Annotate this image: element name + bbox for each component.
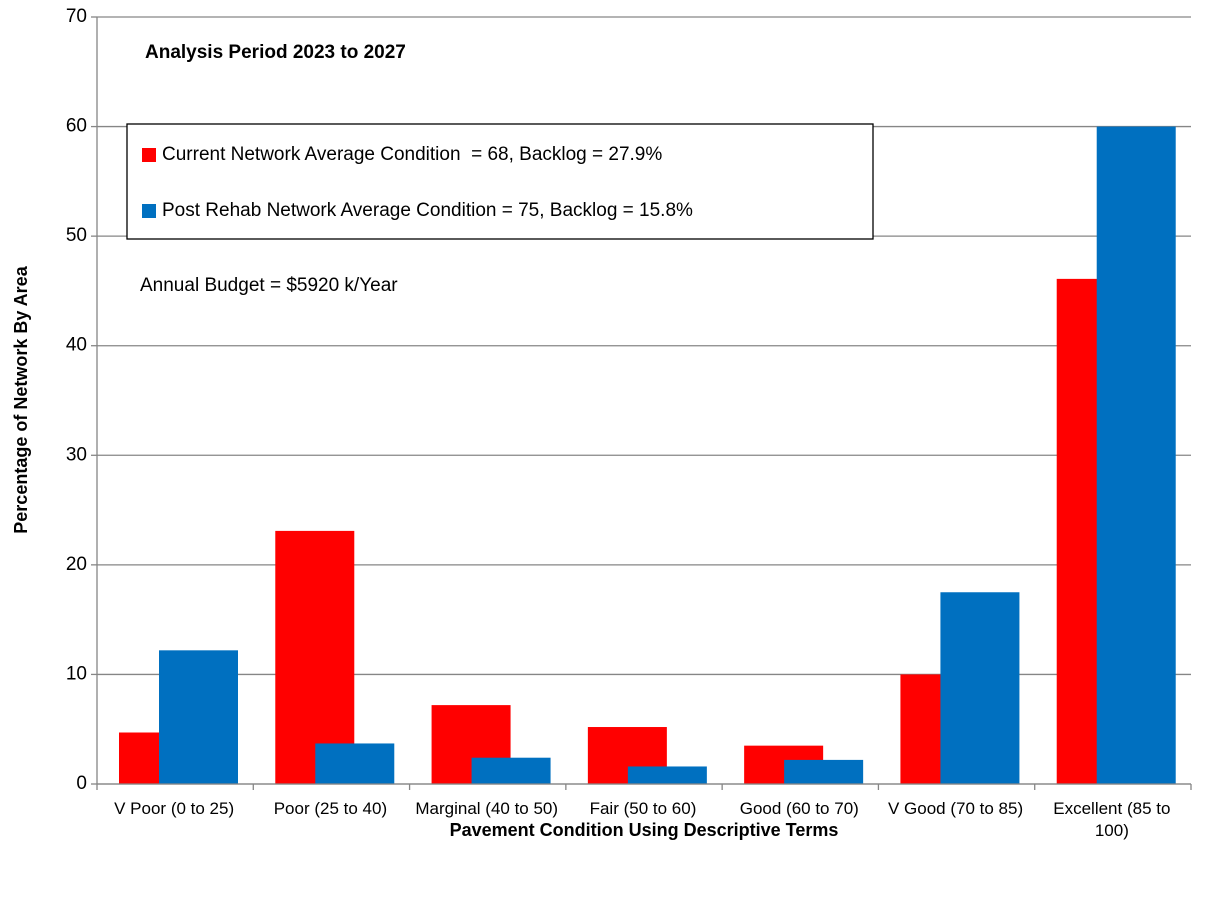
bar	[275, 530, 355, 784]
bar	[159, 650, 238, 784]
legend-swatch	[142, 148, 156, 162]
legend-swatch	[142, 204, 156, 218]
x-tick-label: V Poor (0 to 25)	[114, 799, 235, 818]
chart-title: Analysis Period 2023 to 2027	[145, 42, 406, 63]
legend-label: Current Network Average Condition = 68, …	[162, 144, 662, 165]
y-tick-label: 50	[66, 225, 87, 246]
bar	[940, 592, 1020, 784]
x-tick-label: Good (60 to 70)	[739, 799, 859, 818]
x-tick-label: V Good (70 to 85)	[887, 799, 1024, 818]
y-tick-label: 40	[66, 335, 87, 356]
legend-label: Post Rehab Network Average Condition = 7…	[162, 200, 693, 221]
x-tick-label: Excellent (85 to 100)	[1053, 799, 1171, 840]
bar	[627, 766, 707, 784]
x-tick-label: Marginal (40 to 50)	[415, 799, 559, 818]
y-tick-label: 30	[66, 444, 87, 465]
y-tick-label: 0	[76, 773, 87, 794]
bar	[315, 743, 395, 784]
legend: Current Network Average Condition = 68, …	[126, 123, 874, 240]
y-tick-label: 20	[66, 554, 87, 575]
bar	[471, 757, 551, 784]
x-tick-label: Poor (25 to 40)	[273, 799, 388, 818]
bar	[1096, 126, 1176, 785]
legend-box	[126, 123, 874, 240]
y-tick-label: 60	[66, 116, 87, 137]
annotation: Annual Budget = $5920 k/Year	[140, 275, 398, 296]
bar	[784, 759, 864, 784]
y-axis-label: Percentage of Network By Area	[11, 265, 31, 533]
y-tick-label: 10	[66, 663, 87, 684]
y-tick-label: 70	[66, 6, 87, 27]
x-tick-label: Fair (50 to 60)	[589, 799, 697, 818]
x-axis-label: Pavement Condition Using Descriptive Ter…	[450, 820, 839, 840]
